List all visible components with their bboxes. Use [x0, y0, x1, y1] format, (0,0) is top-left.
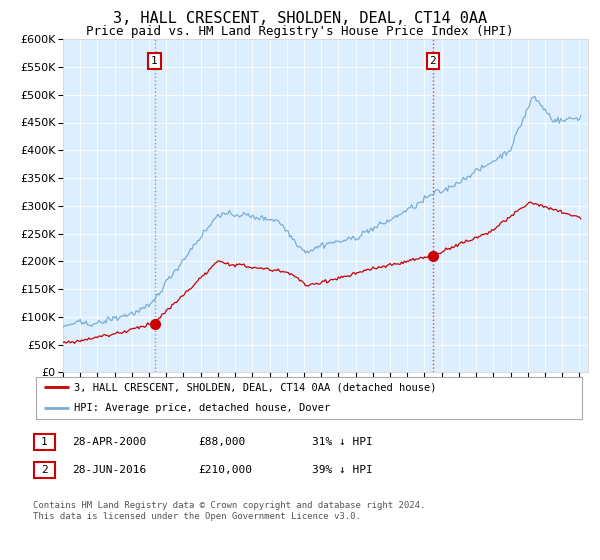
Text: 31% ↓ HPI: 31% ↓ HPI — [312, 437, 373, 447]
Text: 3, HALL CRESCENT, SHOLDEN, DEAL, CT14 0AA (detached house): 3, HALL CRESCENT, SHOLDEN, DEAL, CT14 0A… — [74, 382, 437, 393]
Text: 28-APR-2000: 28-APR-2000 — [72, 437, 146, 447]
Text: 39% ↓ HPI: 39% ↓ HPI — [312, 465, 373, 475]
Text: £210,000: £210,000 — [198, 465, 252, 475]
Text: 3, HALL CRESCENT, SHOLDEN, DEAL, CT14 0AA: 3, HALL CRESCENT, SHOLDEN, DEAL, CT14 0A… — [113, 11, 487, 26]
Text: 1: 1 — [41, 437, 48, 447]
Text: Contains HM Land Registry data © Crown copyright and database right 2024.
This d: Contains HM Land Registry data © Crown c… — [33, 501, 425, 521]
Text: Price paid vs. HM Land Registry's House Price Index (HPI): Price paid vs. HM Land Registry's House … — [86, 25, 514, 38]
Text: 2: 2 — [41, 465, 48, 475]
Text: 2: 2 — [430, 56, 436, 66]
Text: £88,000: £88,000 — [198, 437, 245, 447]
Text: 28-JUN-2016: 28-JUN-2016 — [72, 465, 146, 475]
Text: HPI: Average price, detached house, Dover: HPI: Average price, detached house, Dove… — [74, 403, 331, 413]
Text: 1: 1 — [151, 56, 158, 66]
